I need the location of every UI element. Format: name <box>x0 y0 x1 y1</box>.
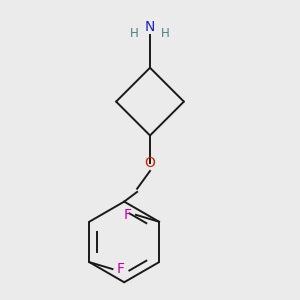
Text: H: H <box>130 27 139 40</box>
Text: O: O <box>145 156 155 170</box>
Text: F: F <box>124 208 132 222</box>
Text: H: H <box>161 27 170 40</box>
Text: F: F <box>116 262 124 276</box>
Text: N: N <box>145 20 155 34</box>
